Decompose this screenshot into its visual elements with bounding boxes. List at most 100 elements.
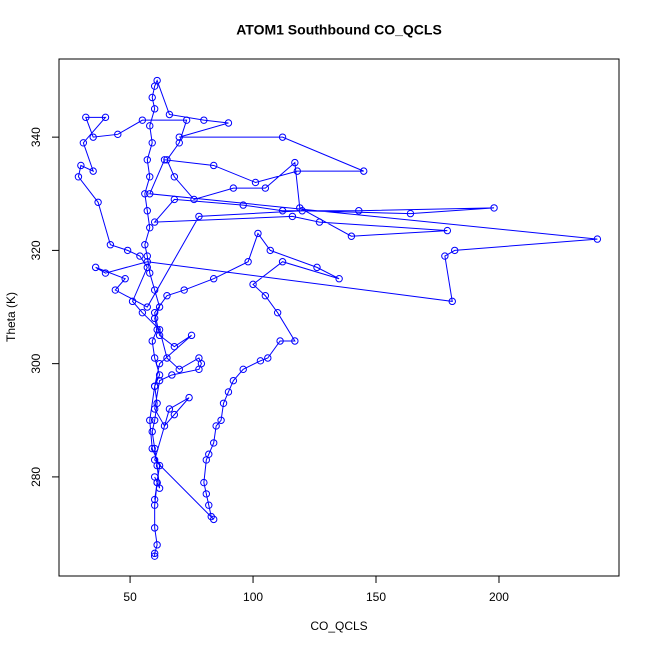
data-point: [155, 325, 164, 334]
data-point: [593, 235, 602, 243]
x-axis-label: CO_QCLS: [310, 619, 367, 633]
data-point: [207, 512, 215, 521]
data-point: [244, 258, 252, 266]
data-point: [150, 286, 159, 294]
data-point: [406, 209, 415, 218]
data-point: [360, 167, 368, 175]
data-point: [249, 280, 257, 289]
data-point: [155, 461, 164, 470]
data-point: [175, 365, 183, 374]
data-point: [121, 275, 129, 283]
x-tick-label: 50: [123, 590, 137, 604]
data-point: [291, 337, 299, 345]
data-point: [205, 501, 213, 509]
data-point: [150, 405, 159, 413]
data-point: [185, 393, 193, 402]
data-point: [219, 399, 228, 407]
y-tick-label: 340: [29, 127, 43, 147]
data-point: [150, 552, 159, 560]
data-point: [94, 198, 102, 206]
data-point: [148, 444, 156, 453]
data-point: [143, 303, 151, 311]
data-point: [261, 291, 270, 300]
data-point: [195, 212, 203, 221]
data-point: [150, 456, 159, 464]
data-point: [448, 297, 456, 306]
data-point: [150, 105, 159, 113]
data-point: [89, 133, 97, 141]
data-point: [153, 478, 161, 487]
data-point: [155, 331, 164, 340]
data-point: [150, 218, 159, 226]
data-point: [170, 410, 179, 419]
data-point: [175, 139, 183, 147]
data-point: [170, 342, 179, 351]
x-tick-label: 150: [366, 590, 386, 604]
data-point: [136, 252, 144, 260]
data-point: [143, 263, 151, 272]
data-point: [187, 331, 196, 340]
data-point: [296, 204, 304, 212]
data-point: [273, 308, 282, 317]
data-point: [77, 161, 85, 170]
x-tick-label: 100: [243, 590, 263, 604]
data-point: [141, 190, 149, 198]
data-point: [182, 116, 191, 124]
plot-frame: [58, 58, 620, 577]
data-point: [190, 195, 198, 204]
data-point: [138, 308, 147, 317]
data-point: [148, 337, 156, 345]
y-tick-label: 300: [29, 353, 43, 373]
data-point: [251, 178, 260, 187]
data-point: [288, 212, 297, 221]
data-point: [209, 275, 218, 283]
data-point: [335, 275, 343, 283]
data-point: [146, 122, 154, 130]
data-point: [209, 439, 218, 447]
data-point: [165, 110, 174, 119]
data-point: [278, 133, 287, 141]
data-point: [138, 116, 147, 124]
data-point: [89, 167, 97, 175]
data-point: [150, 416, 159, 424]
data-point: [168, 371, 176, 379]
data-point: [150, 524, 159, 532]
data-point: [155, 376, 164, 385]
data-point: [212, 422, 220, 430]
data-point: [148, 139, 156, 147]
data-point: [153, 76, 161, 85]
data-point: [200, 478, 208, 487]
data-point: [200, 116, 208, 124]
data-point: [150, 314, 159, 323]
data-point: [153, 541, 161, 549]
data-point: [205, 450, 213, 458]
data-point: [229, 184, 238, 192]
data-point: [291, 158, 299, 167]
data-point: [150, 308, 159, 317]
data-point: [256, 357, 265, 365]
data-point: [441, 252, 449, 260]
data-point: [278, 258, 287, 266]
data-point: [254, 229, 262, 238]
data-point: [239, 365, 247, 374]
data-point: [163, 354, 171, 362]
data-point: [217, 416, 225, 424]
y-tick-label: 320: [29, 240, 43, 260]
data-point: [111, 286, 120, 294]
y-axis-label: Theta (K): [4, 292, 18, 342]
data-point: [128, 297, 137, 306]
data-point: [123, 246, 132, 255]
data-point: [143, 207, 151, 215]
data-point: [224, 388, 233, 396]
data-point: [143, 258, 151, 266]
data-point: [150, 501, 159, 509]
data-point: [160, 422, 169, 430]
data-point: [170, 173, 179, 181]
data-point: [165, 405, 174, 413]
data-point: [239, 201, 247, 209]
data-point: [148, 427, 156, 436]
data-point: [150, 549, 159, 558]
data-point: [82, 113, 90, 122]
data-point: [266, 246, 274, 255]
